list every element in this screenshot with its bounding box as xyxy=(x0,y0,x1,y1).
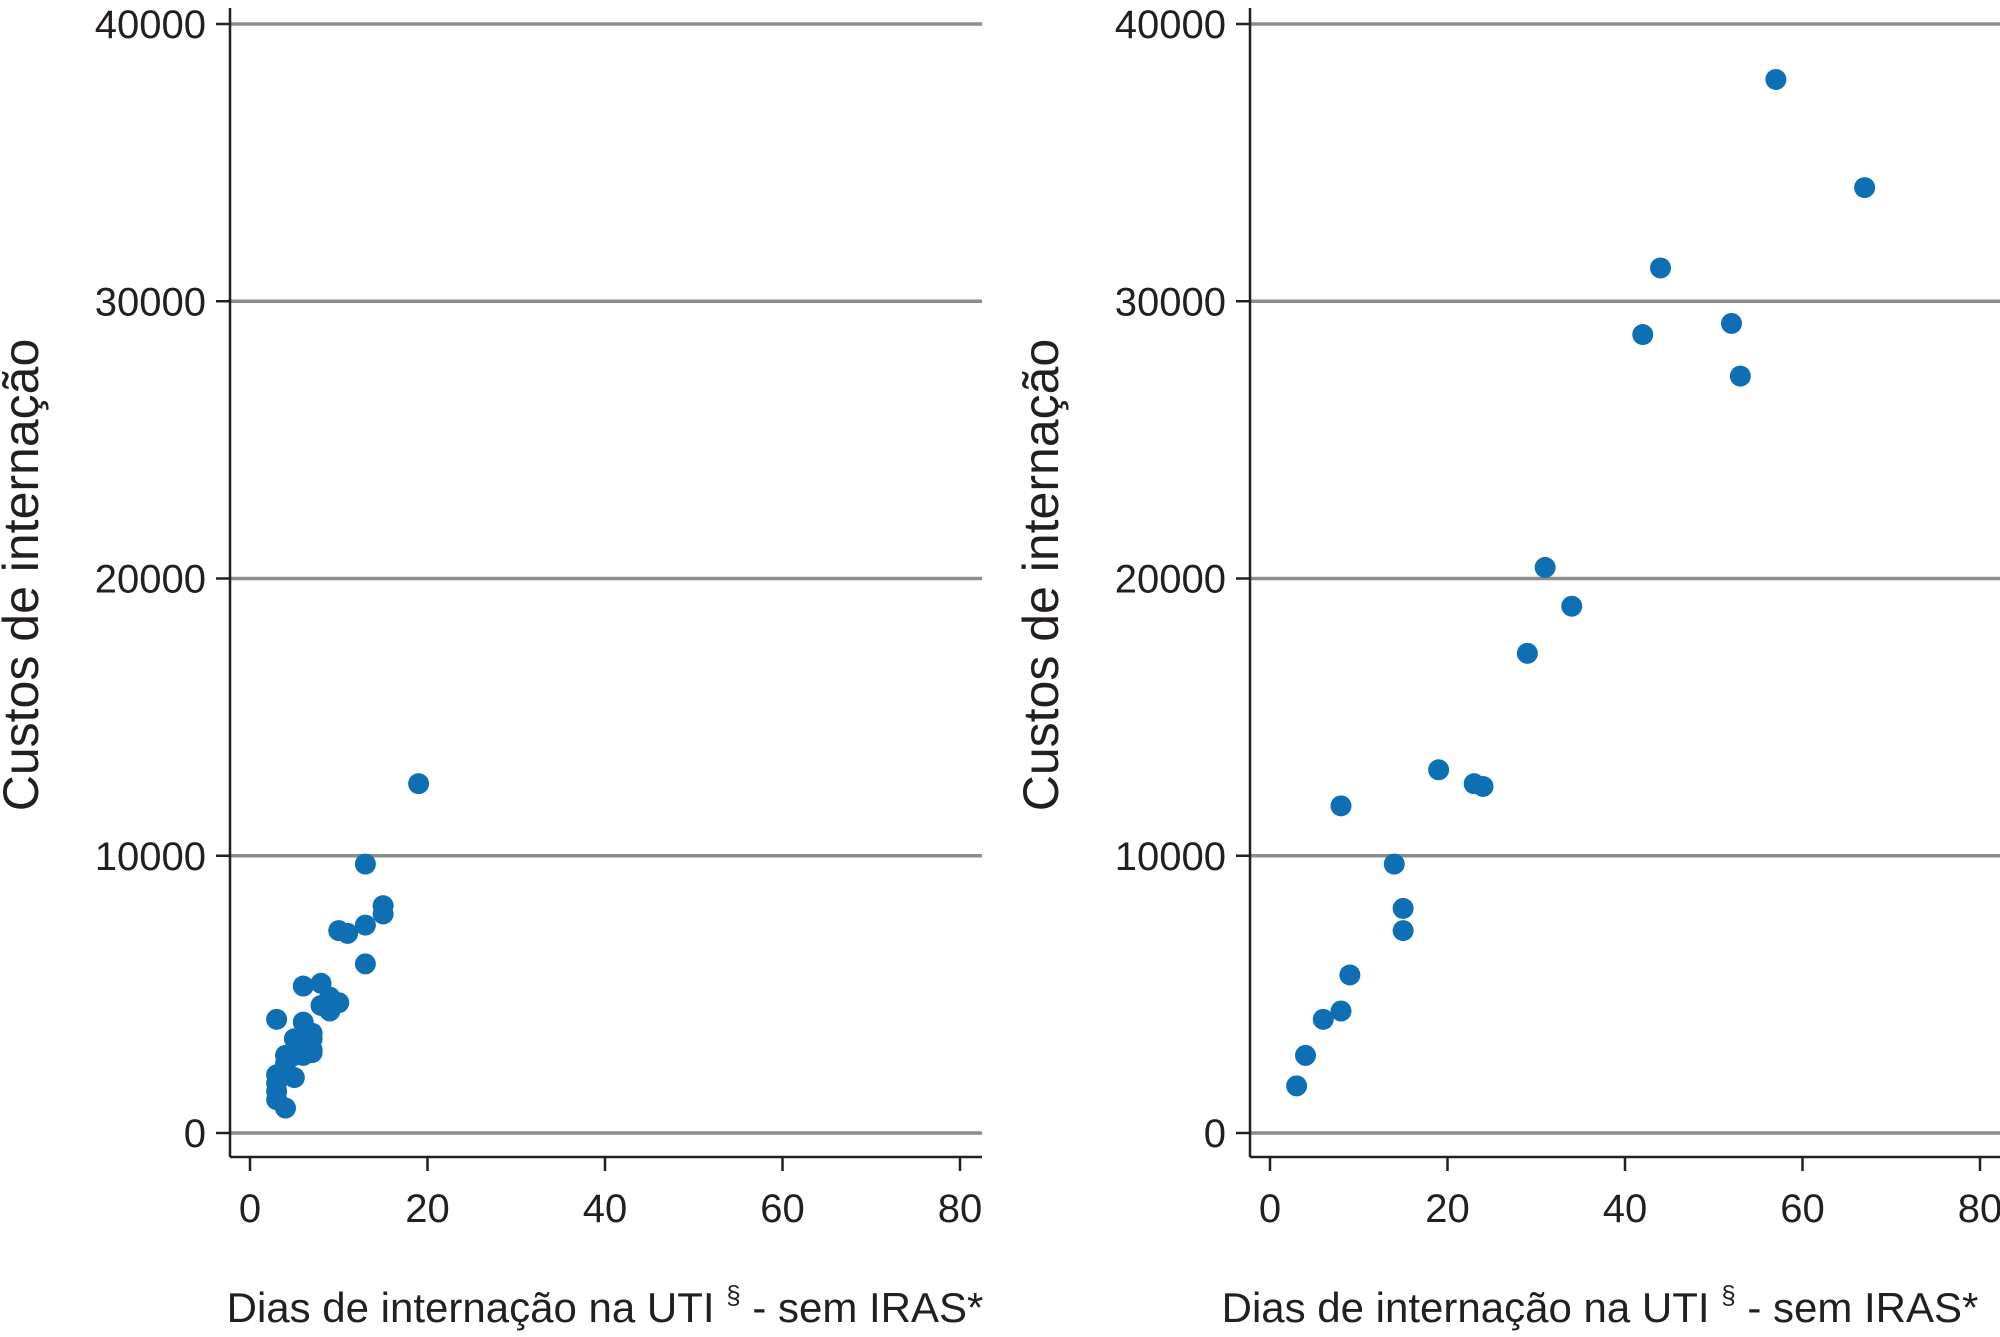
data-point xyxy=(1392,897,1414,919)
y-tick-label: 0 xyxy=(184,1112,206,1156)
y-tick-label: 20000 xyxy=(95,558,206,602)
x-tick-label: 20 xyxy=(405,1187,450,1231)
data-point xyxy=(372,903,394,925)
x-tick-label: 40 xyxy=(1603,1187,1648,1231)
data-point xyxy=(1854,177,1876,199)
y-tick-label: 40000 xyxy=(95,3,206,47)
x-tick-label: 60 xyxy=(760,1187,805,1231)
data-point xyxy=(1765,68,1787,90)
x-tick-label: 80 xyxy=(1958,1187,2000,1231)
y-tick-label: 40000 xyxy=(1115,3,1226,47)
y-tick-label: 30000 xyxy=(95,280,206,324)
data-point xyxy=(1534,556,1556,578)
y-axis-title: Custos de internação xyxy=(1013,339,1069,812)
x-tick-label: 20 xyxy=(1425,1187,1470,1231)
x-axis-title-main: Dias de internação na UTI xyxy=(227,1284,727,1331)
data-point xyxy=(1330,1000,1352,1022)
data-point xyxy=(292,975,314,997)
x-tick-label: 80 xyxy=(938,1187,983,1231)
data-point xyxy=(301,1042,323,1064)
panel-right: 0 10000 20000 30000 40000 0 20 40 60 80 Dias de in… xyxy=(1013,3,2000,1331)
data-point xyxy=(354,853,376,875)
data-point xyxy=(354,914,376,936)
data-point xyxy=(1428,759,1450,781)
data-point xyxy=(275,1097,296,1119)
data-point xyxy=(1516,642,1538,664)
x-axis-title-sup: § xyxy=(726,1280,740,1310)
y-tick-label: 10000 xyxy=(1115,835,1226,879)
y-tick-label: 0 xyxy=(1204,1112,1226,1156)
data-point xyxy=(1312,1008,1334,1030)
x-axis-title-suffix: - sem IRAS* xyxy=(741,1284,984,1331)
data-point xyxy=(1330,795,1352,817)
x-tick-label: 0 xyxy=(239,1187,261,1231)
y-tick-label: 20000 xyxy=(1115,558,1226,602)
panel-left: 0 10000 20000 30000 40000 0 20 40 60 80 Dias de in… xyxy=(0,3,983,1331)
data-point xyxy=(1729,365,1751,387)
data-point xyxy=(1392,920,1414,942)
data-point xyxy=(408,773,430,795)
x-axis-title-suffix: - sem IRAS* xyxy=(1736,1284,1979,1331)
data-point xyxy=(337,922,359,944)
x-tick-label: 0 xyxy=(1259,1187,1281,1231)
data-point xyxy=(1472,775,1494,797)
data-point xyxy=(1632,324,1654,346)
data-point xyxy=(1339,964,1361,986)
x-tick-label: 60 xyxy=(1780,1187,1825,1231)
x-tick-label: 40 xyxy=(583,1187,628,1231)
data-point xyxy=(1561,595,1583,617)
x-axis-title: Dias de internação na UTI § - sem IRAS* xyxy=(227,1280,984,1331)
x-axis-title-main: Dias de internação na UTI xyxy=(1222,1284,1722,1331)
x-axis-title-sup: § xyxy=(1721,1280,1735,1310)
data-point xyxy=(354,953,376,975)
data-point xyxy=(1650,257,1671,279)
x-axis-title: Dias de internação na UTI § - sem IRAS* xyxy=(1222,1280,1979,1331)
data-point xyxy=(283,1067,305,1089)
data-point xyxy=(328,992,350,1014)
y-tick-label: 10000 xyxy=(95,835,206,879)
data-point xyxy=(266,1008,288,1030)
data-point xyxy=(1286,1075,1308,1097)
y-tick-label: 30000 xyxy=(1115,280,1226,324)
data-point xyxy=(1721,312,1742,334)
data-point xyxy=(1383,853,1405,875)
data-point xyxy=(1295,1044,1316,1066)
y-axis-title: Custos de internação xyxy=(0,339,49,812)
